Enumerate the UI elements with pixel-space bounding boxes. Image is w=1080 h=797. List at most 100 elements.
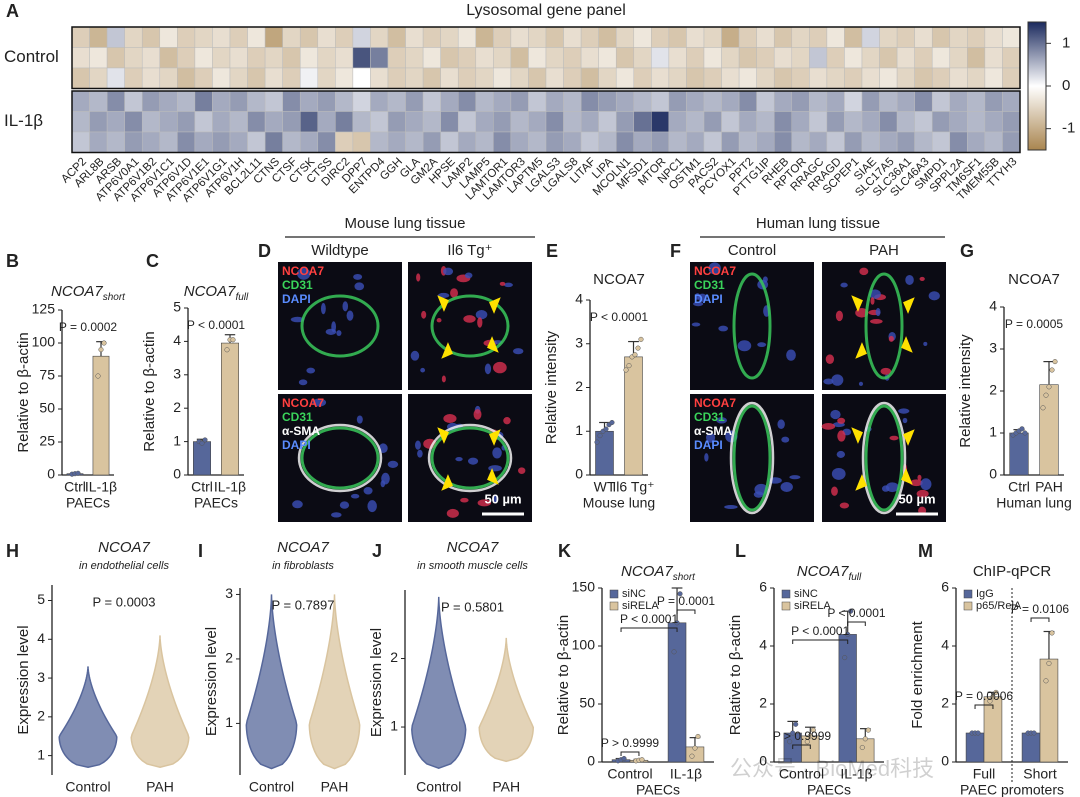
heatmap-cell	[317, 111, 336, 133]
y-tick-label: 3	[173, 366, 181, 382]
heatmap-cell	[984, 47, 1003, 69]
heatmap-cell	[475, 47, 494, 69]
heatmap-cell	[475, 67, 494, 89]
heatmap-cell	[844, 90, 863, 112]
cell-blob	[292, 500, 303, 509]
heatmap-cell	[949, 47, 968, 69]
heatmap-cell	[264, 26, 283, 48]
stain-label: CD31	[694, 278, 725, 292]
arrowhead	[441, 342, 453, 359]
image-column-label: Il6 Tg⁺	[447, 242, 492, 259]
arrowhead	[855, 474, 867, 491]
chart-title: NCOA7	[277, 539, 329, 556]
y-axis-label: Expression level	[368, 628, 385, 737]
x-tick-label: IL-1β	[670, 766, 702, 782]
x-tick-label: Ctrl	[191, 479, 213, 495]
heatmap-cell	[247, 131, 266, 153]
heatmap-cell	[651, 131, 670, 153]
heatmap-cell	[194, 90, 213, 112]
heatmap-cell	[440, 90, 459, 112]
heatmap-cell	[686, 111, 705, 133]
significance-bracket	[792, 744, 811, 749]
cell-blob	[336, 330, 342, 337]
heatmap-cell	[387, 26, 406, 48]
cell-blob	[923, 341, 928, 346]
y-tick-label: 1	[390, 718, 398, 734]
y-tick-label: 25	[39, 433, 55, 449]
heatmap-cell	[282, 131, 301, 153]
cell-blob	[831, 374, 844, 386]
heatmap-cell	[545, 26, 564, 48]
heatmap-cell	[756, 131, 775, 153]
heatmap-cell	[615, 131, 635, 153]
cell-blob	[823, 378, 834, 385]
heatmap-cell	[528, 47, 547, 69]
data-point	[987, 698, 993, 704]
heatmap-cell	[317, 67, 336, 89]
cell-blob	[902, 417, 908, 424]
data-point	[1031, 730, 1037, 736]
title-sub: full	[848, 572, 862, 583]
title-main: NCOA7	[621, 563, 673, 580]
significance-bracket	[620, 751, 640, 756]
heatmap-cell	[282, 67, 301, 89]
panel-letter: B	[6, 251, 19, 271]
heatmap-cell	[317, 47, 336, 69]
data-point	[230, 337, 236, 343]
cell-blob	[387, 460, 399, 468]
data-point	[975, 730, 981, 736]
heatmap-cell	[721, 90, 740, 112]
row-label: Control	[4, 47, 59, 66]
data-point	[692, 745, 698, 751]
heatmap-cell	[247, 67, 266, 89]
heatmap-cell	[914, 47, 933, 69]
legend-swatch	[963, 589, 973, 599]
heatmap-cell	[141, 67, 161, 89]
heatmap-cell	[335, 111, 354, 133]
cell-blob	[363, 486, 373, 495]
data-point	[603, 426, 609, 432]
heatmap-cell	[528, 67, 547, 89]
chart-title: NCOA7	[593, 271, 645, 288]
chart-title: NCOA7short	[51, 283, 126, 303]
heatmap-cell	[405, 67, 424, 89]
y-tick-label: 50	[39, 400, 55, 416]
heatmap-cell	[615, 111, 635, 133]
cell-blob	[835, 310, 843, 322]
heatmap-cell	[212, 90, 231, 112]
data-point	[787, 739, 793, 745]
stain-label: DAPI	[282, 292, 311, 306]
heatmap-cell	[510, 26, 529, 48]
heatmap-cell	[405, 90, 424, 112]
heatmap-cell	[949, 131, 968, 153]
data-point	[859, 744, 865, 751]
heatmap-cell	[598, 26, 617, 48]
cell-blob	[477, 499, 492, 507]
heatmap-cell	[738, 131, 757, 153]
p-value: P = 0.0001	[657, 594, 715, 608]
cell-blob	[789, 475, 801, 480]
x-axis-label: PAECs	[807, 782, 851, 797]
heatmap-cell	[563, 47, 582, 69]
y-tick-label: 2	[225, 650, 233, 666]
heatmap-cell	[879, 131, 898, 153]
arrowhead	[437, 295, 449, 312]
data-point	[609, 419, 615, 426]
image-header: Mouse lung tissue	[345, 215, 466, 232]
heatmap-cell	[896, 26, 915, 48]
heatmap-cell	[598, 111, 617, 133]
stain-label: CD31	[282, 278, 313, 292]
title-sub: short	[673, 572, 696, 583]
heatmap-cell	[580, 90, 599, 112]
p-value: P < 0.0001	[590, 310, 648, 324]
violin	[58, 666, 118, 769]
heatmap-cell	[335, 90, 354, 112]
cell-blob	[839, 502, 850, 509]
heatmap-cell	[1002, 131, 1021, 153]
heatmap-cell	[299, 111, 319, 133]
heatmap-cell	[580, 67, 599, 89]
data-point	[597, 433, 603, 439]
heatmap-cell	[317, 90, 336, 112]
cell-blob	[420, 367, 426, 373]
